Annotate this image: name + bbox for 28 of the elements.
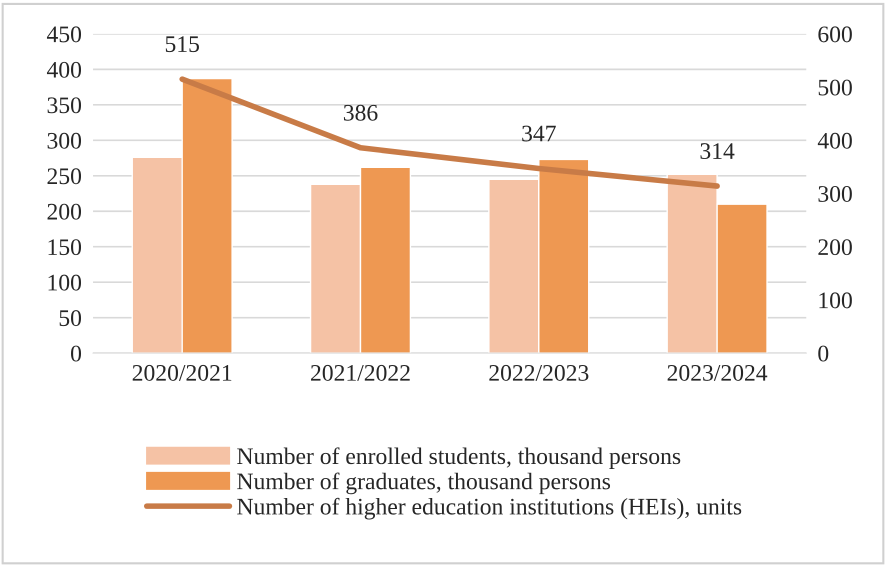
y2-tick-label: 600 xyxy=(818,26,852,42)
y2-tick-label: 0 xyxy=(818,346,828,362)
y2-tick-label: 400 xyxy=(818,132,852,149)
y2-tick-label: 500 xyxy=(818,80,852,96)
y-tick-label: 50 xyxy=(60,310,82,326)
y-tick-label: 100 xyxy=(48,274,82,291)
data-label: 386 xyxy=(344,104,378,121)
y2-tick-label: 200 xyxy=(818,239,852,256)
legend-label: Number of higher education institutions (HEIs), units xyxy=(237,498,742,520)
data-label: 347 xyxy=(522,126,556,142)
y2-tick-label: 100 xyxy=(819,292,852,308)
x-tick-label: 2020/2021 xyxy=(132,364,232,381)
data-label: 314 xyxy=(700,143,734,160)
x-tick-label: 2021/2022 xyxy=(311,364,410,381)
data-label: 515 xyxy=(166,36,199,52)
y-tick-label: 0 xyxy=(71,346,82,362)
y-tick-label: 150 xyxy=(48,239,82,256)
y-tick-label: 300 xyxy=(48,132,82,149)
y-tick-label: 250 xyxy=(48,168,82,184)
x-tick-label: 2023/2024 xyxy=(668,364,768,381)
y-tick-label: 200 xyxy=(48,204,82,220)
y-tick-label: 400 xyxy=(46,62,82,78)
legend-label: Number of enrolled students, thousand persons xyxy=(237,447,680,469)
x-tick-label: 2022/2023 xyxy=(489,364,588,381)
y-tick-label: 350 xyxy=(48,97,82,114)
y2-tick-label: 300 xyxy=(818,186,852,202)
legend-label: Number of graduates, thousand persons xyxy=(237,472,610,494)
y-tick-label: 450 xyxy=(46,26,82,42)
